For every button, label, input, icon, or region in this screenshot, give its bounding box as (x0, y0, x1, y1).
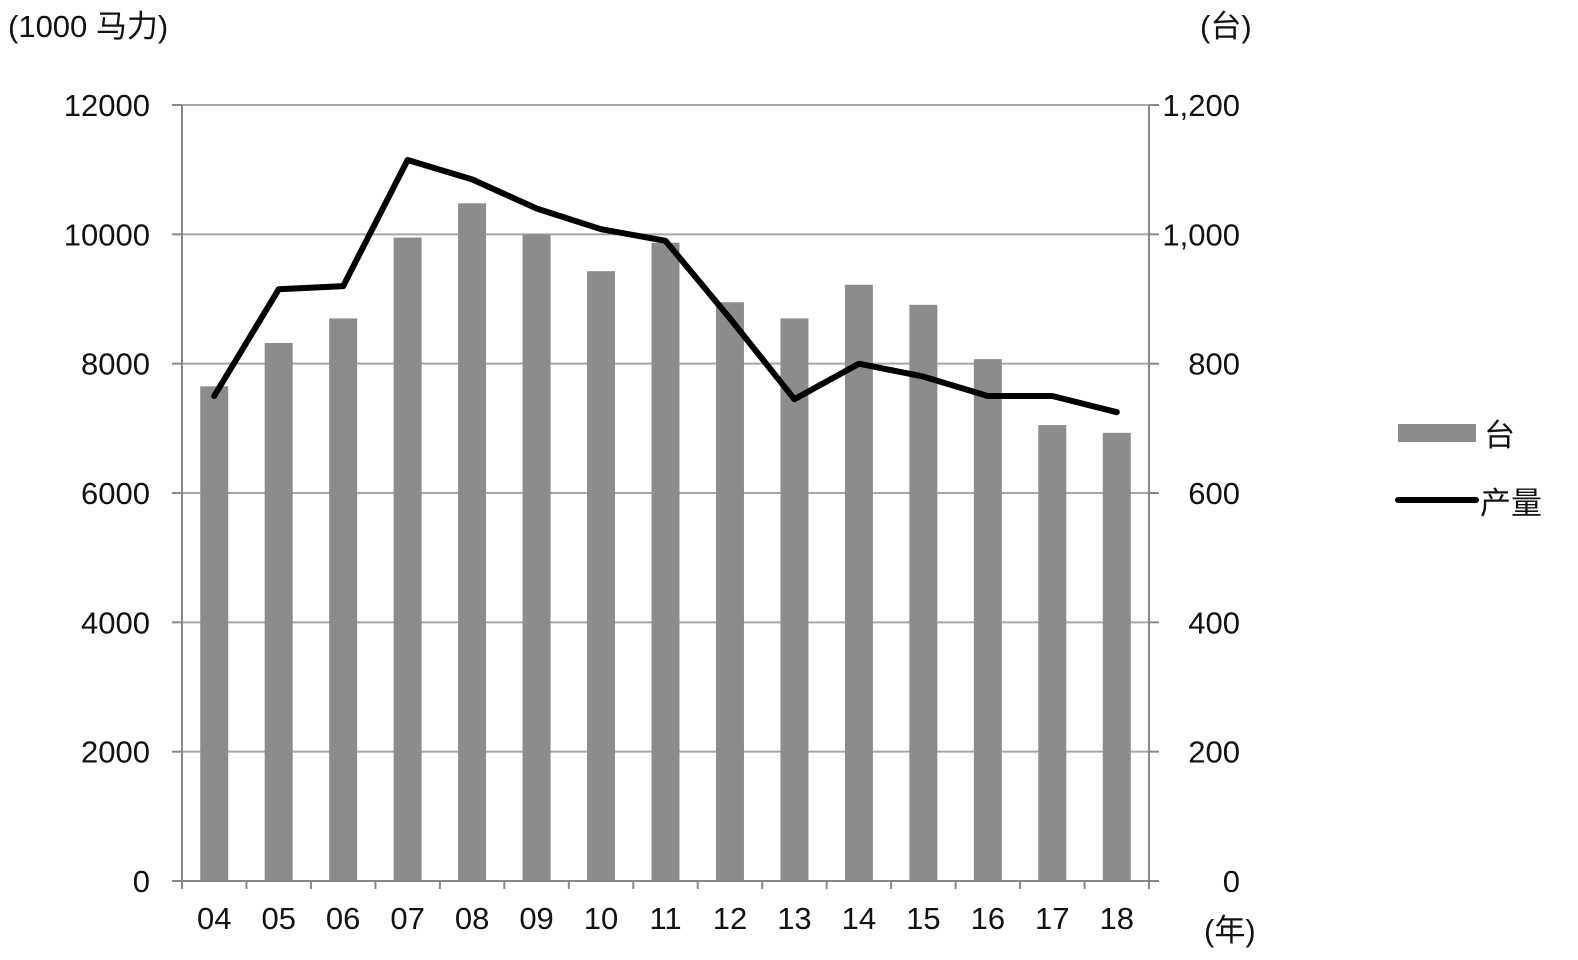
right-tick-label: 1,000 (1162, 217, 1240, 252)
x-tick-label-18: 18 (1100, 901, 1134, 936)
left-tick-label: 10000 (64, 217, 150, 252)
x-tick-label-08: 08 (455, 901, 489, 936)
right-axis-unit-label: (台) (1200, 9, 1252, 44)
x-tick-label-17: 17 (1035, 901, 1069, 936)
left-tick-label: 6000 (81, 476, 150, 511)
x-axis-unit-label: (年) (1204, 913, 1256, 948)
right-tick-label: 800 (1188, 347, 1240, 382)
line-layer (211, 157, 1120, 416)
axis-layer (172, 104, 1159, 889)
label-layer: (1000 马力) (台) (年) 0200040006000800010000… (8, 9, 1256, 948)
right-tick-label: 0 (1223, 864, 1240, 899)
x-tick-label-07: 07 (390, 901, 424, 936)
bar-09 (522, 234, 551, 882)
x-tick-label-05: 05 (261, 901, 295, 936)
left-tick-label: 8000 (81, 347, 150, 382)
right-tick-label: 400 (1188, 605, 1240, 640)
bar-11 (651, 242, 680, 882)
bar-05 (264, 342, 293, 881)
x-tick-label-11: 11 (649, 901, 681, 936)
bar-08 (458, 203, 487, 881)
x-tick-label-06: 06 (326, 901, 360, 936)
left-tick-label: 12000 (64, 88, 150, 123)
bar-18 (1102, 432, 1131, 881)
left-axis-unit-label: (1000 马力) (8, 9, 168, 44)
bar-04 (200, 386, 229, 881)
x-tick-label-04: 04 (197, 901, 231, 936)
right-tick-label: 600 (1188, 476, 1240, 511)
left-tick-label: 4000 (81, 605, 150, 640)
left-tick-label: 2000 (81, 735, 150, 770)
x-tick-label-15: 15 (906, 901, 940, 936)
bar-10 (587, 271, 616, 881)
bar-layer (200, 203, 1131, 882)
bar-07 (393, 237, 422, 882)
x-tick-label-09: 09 (519, 901, 553, 936)
legend: 台 产量 (1395, 418, 1542, 521)
x-tick-label-14: 14 (842, 901, 876, 936)
bar-12 (715, 302, 744, 881)
legend-bar-swatch (1398, 424, 1476, 442)
x-tick-label-13: 13 (777, 901, 811, 936)
bar-16 (973, 359, 1002, 881)
left-tick-label: 0 (133, 864, 150, 899)
bar-14 (844, 284, 873, 882)
bar-13 (780, 318, 809, 881)
x-tick-label-10: 10 (584, 901, 618, 936)
x-tick-label-16: 16 (971, 901, 1005, 936)
legend-bar-label: 台 (1484, 418, 1515, 453)
right-tick-label: 200 (1188, 735, 1240, 770)
x-tick-label-12: 12 (713, 901, 747, 936)
right-tick-label: 1,200 (1162, 88, 1240, 123)
bar-17 (1038, 425, 1067, 881)
bar-06 (329, 318, 358, 881)
legend-line-label: 产量 (1480, 486, 1542, 521)
bar-15 (909, 304, 938, 881)
